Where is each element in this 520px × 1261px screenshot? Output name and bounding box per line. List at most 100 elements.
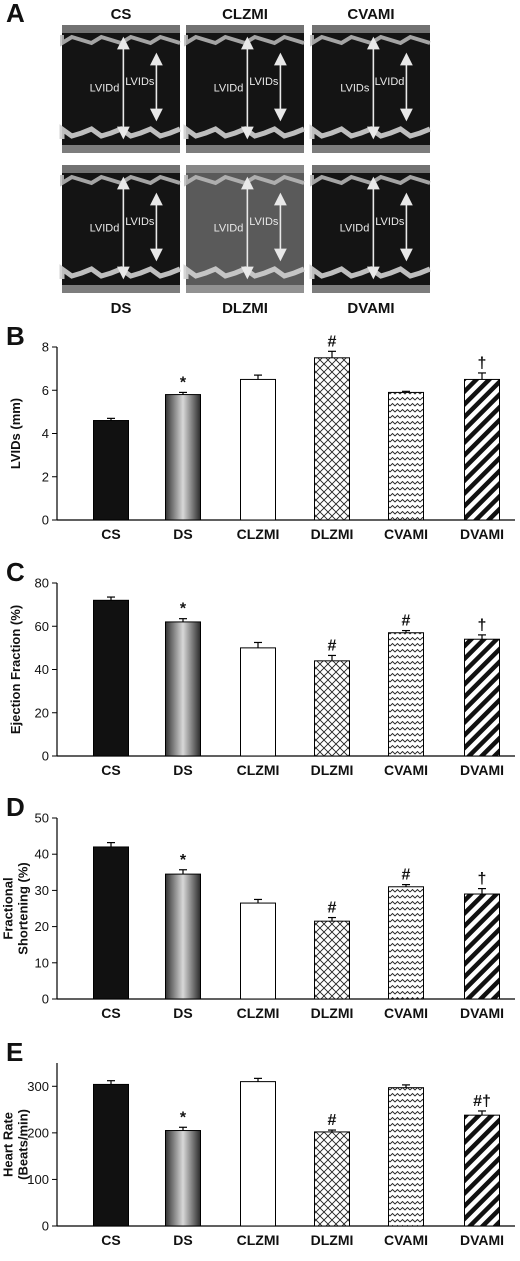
y-axis-title: (Beats/min) (16, 1109, 31, 1180)
x-category-label: CVAMI (384, 526, 428, 542)
bar-clzmi (240, 1081, 276, 1227)
bar-cs (93, 846, 129, 1000)
x-category-label: DVAMI (460, 1232, 504, 1248)
echo-band-top (312, 165, 430, 173)
y-tick-label: 40 (35, 847, 49, 862)
bar-cs (93, 1083, 129, 1227)
y-axis-title: Heart Rate (1, 1112, 16, 1177)
significance-marker: # (328, 900, 337, 917)
echo-wall-bottom (59, 264, 181, 279)
x-category-label: DVAMI (460, 762, 504, 778)
x-category-label: CLZMI (237, 526, 280, 542)
echo-title: CVAMI (347, 6, 394, 23)
echo-title: CLZMI (222, 6, 268, 23)
echo-title: DVAMI (347, 300, 394, 317)
y-axis-title: Shortening (%) (16, 862, 31, 954)
x-category-label: CS (101, 762, 120, 778)
x-category-label: CS (101, 1232, 120, 1248)
chart-panel-d: D 0 10 20 30 40 50 Fractional Shortening (%) CS * D… (1, 792, 515, 1021)
x-category-label: CVAMI (384, 762, 428, 778)
y-tick-label: 0 (42, 1219, 49, 1234)
x-category-label: CLZMI (237, 1232, 280, 1248)
significance-marker: † (478, 355, 487, 372)
bar-ds (165, 621, 201, 757)
echo-label-long: LVIDd (90, 223, 120, 235)
bar-cvami (388, 886, 424, 1000)
bar-clzmi (240, 378, 276, 521)
x-category-label: CLZMI (237, 1005, 280, 1021)
echo-image-clzmi: LVIDd LVIDs CLZMI (183, 6, 305, 153)
x-category-label: DVAMI (460, 1005, 504, 1021)
bar-cvami (388, 1087, 424, 1227)
echo-label-long: LVIDd (90, 83, 120, 95)
y-tick-label: 0 (42, 992, 49, 1007)
echo-wall-top (184, 34, 305, 47)
echo-wall-bottom (309, 264, 431, 279)
chart-panel-b: B 0 2 4 6 8 LVIDs (mm) CS * DS CLZMI # DLZMI CVAMI † DV… (6, 321, 515, 542)
x-category-label: DS (173, 762, 192, 778)
echo-wall-top (310, 174, 431, 187)
x-category-label: DLZMI (311, 526, 354, 542)
x-category-label: CVAMI (384, 1005, 428, 1021)
chart-panel-e: E 0 100 200 300 Heart Rate (Beats/min) CS * DS CLZ… (1, 1037, 515, 1248)
significance-marker: † (478, 871, 487, 888)
echo-band-bottom (312, 285, 430, 293)
echo-wall-bottom (183, 264, 305, 279)
significance-marker: * (180, 374, 187, 391)
bar-ds (165, 394, 201, 521)
echo-band-bottom (186, 285, 304, 293)
x-category-label: DLZMI (311, 1232, 354, 1248)
bar-dvami (464, 638, 500, 757)
x-category-label: DS (173, 1232, 192, 1248)
significance-marker: * (180, 852, 187, 869)
echo-band-top (312, 25, 430, 33)
bar-ds (165, 1130, 201, 1227)
bar-chart-panels: B 0 2 4 6 8 LVIDs (mm) CS * DS CLZMI # DLZMI CVAMI † DV… (1, 321, 515, 1248)
echo-wall-bottom (183, 124, 305, 139)
y-tick-label: 2 (42, 469, 49, 484)
y-tick-label: 0 (42, 513, 49, 528)
bar-ds (165, 873, 201, 1000)
bar-dvami (464, 893, 500, 1000)
echo-title: CS (111, 6, 132, 23)
y-tick-label: 6 (42, 383, 49, 398)
echo-band-bottom (62, 145, 180, 153)
x-category-label: DS (173, 1005, 192, 1021)
panel-letter-a: A (6, 0, 25, 28)
echo-title: DLZMI (222, 300, 268, 317)
y-tick-label: 0 (42, 749, 49, 764)
bar-cs (93, 420, 129, 521)
echo-wall-top (310, 34, 431, 47)
echo-band-top (186, 25, 304, 33)
panel-a: A LVIDd LVIDs CS LVIDd LVIDs CLZMI LVIDs LVIDd C… (6, 0, 431, 317)
x-category-label: DLZMI (311, 1005, 354, 1021)
echo-label-short: LVIDs (125, 76, 155, 88)
y-tick-label: 300 (27, 1079, 49, 1094)
significance-marker: #† (473, 1093, 491, 1110)
bar-dlzmi (314, 660, 350, 757)
panel-letter: E (6, 1037, 23, 1067)
bar-clzmi (240, 647, 276, 757)
echo-label-short: LVIDd (375, 76, 405, 88)
echo-title: DS (111, 300, 132, 317)
echo-wall-bottom (309, 124, 431, 139)
bar-cvami (388, 632, 424, 757)
echo-label-long: LVIDd (214, 83, 244, 95)
echo-image-grid: LVIDd LVIDs CS LVIDd LVIDs CLZMI LVIDs LVIDd CVA… (59, 6, 431, 317)
x-category-label: DLZMI (311, 762, 354, 778)
echo-label-short: LVIDs (249, 76, 279, 88)
echo-wall-top (60, 174, 181, 187)
echo-image-dvami: LVIDd LVIDs DVAMI (309, 165, 431, 317)
echo-band-bottom (312, 145, 430, 153)
y-tick-label: 200 (27, 1125, 49, 1140)
y-tick-label: 30 (35, 883, 49, 898)
significance-marker: † (478, 617, 487, 634)
bar-dlzmi (314, 920, 350, 1000)
panel-letter: D (6, 792, 25, 822)
y-tick-label: 20 (35, 919, 49, 934)
x-category-label: DS (173, 526, 192, 542)
echo-band-bottom (62, 285, 180, 293)
significance-marker: # (402, 613, 411, 630)
x-category-label: CS (101, 1005, 120, 1021)
